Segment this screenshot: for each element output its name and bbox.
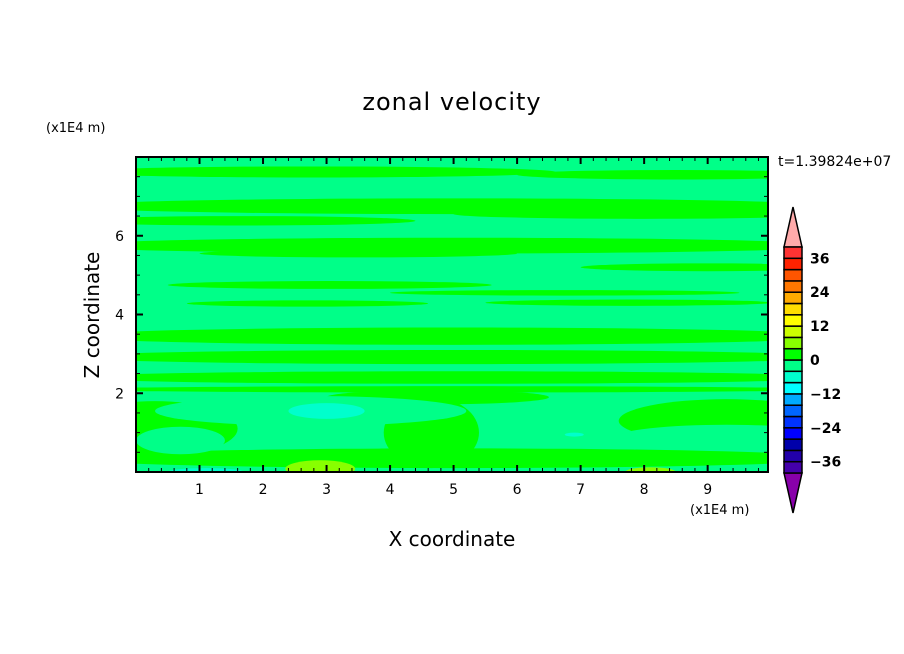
colorbar-tick-label: −24 — [810, 421, 841, 437]
colorbar-box — [783, 347, 803, 361]
x-tick-label: 2 — [259, 482, 268, 498]
y-tick-label: 4 — [115, 308, 124, 324]
colorbar-box — [783, 336, 803, 350]
y-tick-label: 6 — [115, 229, 124, 245]
colorbar-box — [783, 257, 803, 271]
contour-fill — [136, 157, 768, 472]
contour-band-0-4 — [136, 371, 768, 384]
colorbar-tick-label: −36 — [810, 455, 841, 471]
contour-band-0-4 — [580, 263, 768, 272]
contour-band-0-4 — [517, 169, 768, 180]
x-tick-label: 3 — [322, 482, 331, 498]
contour-band-neg4-0 — [136, 426, 225, 455]
colorbar-box — [783, 438, 803, 452]
colorbar-box — [783, 359, 803, 373]
colorbar: 36 24 12 0 −12 −24 −36 — [783, 206, 841, 514]
colorbar-box — [783, 246, 803, 260]
colorbar-box — [783, 415, 803, 429]
contour-band-0-4 — [136, 349, 768, 365]
colorbar-box — [783, 427, 803, 440]
x-unit-label: (x1E4 m) — [690, 503, 750, 518]
x-tick-label: 9 — [703, 482, 712, 498]
colorbar-tick-label: −12 — [810, 387, 841, 403]
contour-band-0-4 — [136, 327, 768, 345]
contour-band-0-4 — [167, 281, 492, 289]
colorbar-box — [783, 325, 803, 339]
colorbar-box — [783, 449, 803, 463]
x-tick-label: 8 — [640, 482, 649, 498]
x-axis-label: X coordinate — [388, 527, 516, 551]
colorbar-tick-label: 36 — [810, 251, 829, 267]
x-tick-label: 7 — [576, 482, 585, 498]
x-tick-label: 5 — [449, 482, 458, 498]
contour-band-neg4-0 — [618, 424, 768, 449]
contour-band-0-4 — [136, 166, 556, 178]
colorbar-over-triangle — [783, 206, 803, 248]
colorbar-box — [783, 370, 803, 384]
contour-band-0-4 — [199, 249, 518, 258]
x-tick-label: 1 — [195, 482, 204, 498]
contour-band-0-4 — [390, 290, 740, 296]
colorbar-box — [783, 393, 803, 406]
contour-band-0-4 — [453, 209, 768, 219]
chart-title: zonal velocity — [362, 88, 542, 116]
colorbar-box — [783, 291, 803, 305]
contour-band-neg8-neg4 — [564, 432, 584, 437]
colorbar-under-triangle — [783, 472, 803, 514]
contour-band-0-4 — [136, 216, 416, 226]
colorbar-box — [783, 381, 803, 395]
contour-band-4-8 — [285, 460, 356, 472]
colorbar-tick-label: 0 — [810, 353, 820, 369]
x-tick-label: 6 — [513, 482, 522, 498]
time-label: t=1.39824e+07 — [778, 154, 892, 170]
y-tick-label: 2 — [115, 386, 124, 402]
x-tick-label: 4 — [386, 482, 395, 498]
contour-band-0-4 — [136, 386, 768, 393]
colorbar-tick-label: 12 — [810, 319, 829, 335]
colorbar-box — [783, 460, 803, 474]
contour-band-0-4 — [136, 237, 768, 254]
contour-band-neg8-neg4 — [288, 403, 365, 419]
contour-band-0-4 — [186, 300, 429, 307]
contour-band-4-8 — [625, 467, 676, 472]
colorbar-box — [783, 268, 803, 282]
y-unit-label: (x1E4 m) — [46, 121, 106, 136]
colorbar-box — [783, 314, 803, 327]
colorbar-box — [783, 404, 803, 418]
colorbar-box — [783, 302, 803, 316]
colorbar-box — [783, 280, 803, 293]
colorbar-tick-label: 24 — [810, 285, 830, 301]
contour-band-0-4 — [485, 299, 768, 306]
